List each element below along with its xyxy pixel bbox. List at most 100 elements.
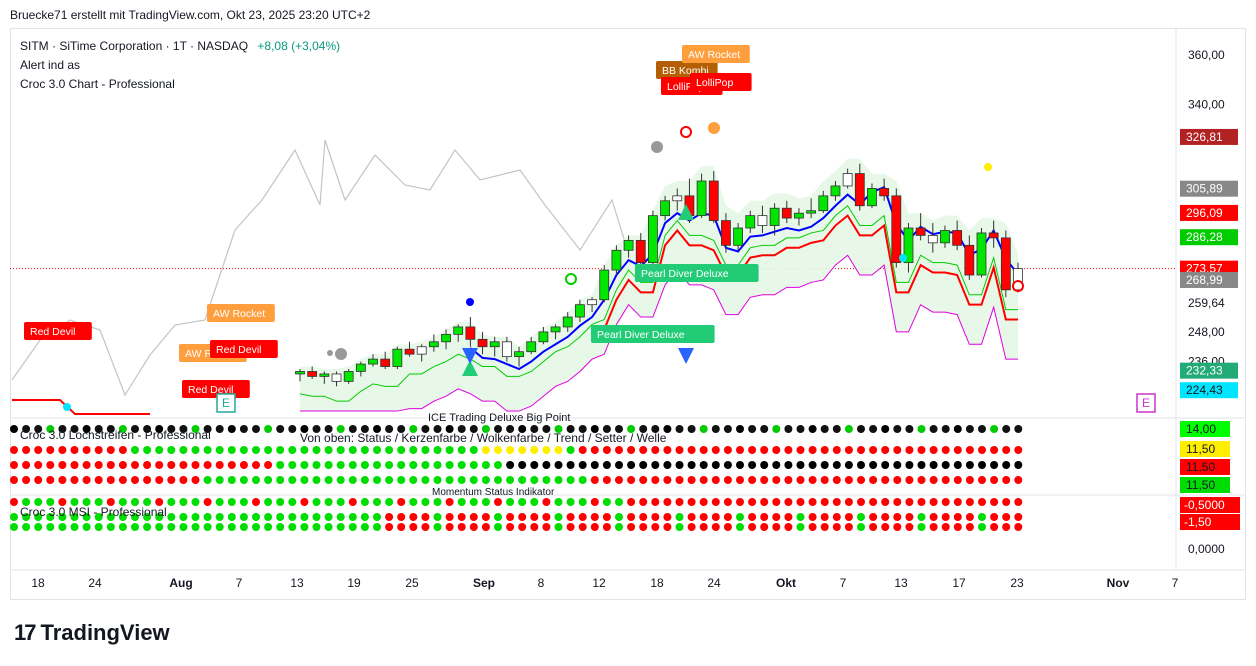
- pane2-dot: [687, 425, 696, 433]
- pane2-dot: [566, 425, 575, 433]
- pane3-dot: [34, 498, 43, 506]
- pane3-dot: [893, 513, 902, 521]
- pane2-dot: [10, 461, 18, 469]
- candle-body: [976, 232, 987, 276]
- pane3-dot: [227, 523, 236, 531]
- pane3-dot: [324, 513, 333, 521]
- pane3-dot: [881, 498, 890, 506]
- pane2-dot: [1002, 461, 1011, 469]
- pane3-dot: [978, 523, 986, 531]
- pane2-dot: [627, 461, 636, 469]
- pane2-dot: [385, 476, 394, 484]
- pane2-dot: [457, 425, 466, 433]
- pane2-dot: [288, 425, 297, 433]
- pane3-dot: [227, 513, 236, 521]
- pane2-dot: [336, 446, 345, 454]
- pane2-dot: [409, 446, 418, 454]
- pane2-dot: [675, 446, 684, 454]
- symbol-legend[interactable]: SITM · SiTime Corporation · 1T · NASDAQ …: [20, 39, 340, 53]
- pane2-dot: [723, 425, 732, 433]
- pane3-dot: [953, 498, 962, 506]
- pane2-dot: [22, 461, 31, 469]
- pane3-dot: [373, 498, 381, 506]
- pane2-dot: [46, 476, 55, 484]
- pane2-dot: [300, 425, 309, 433]
- pane2-dot: [857, 476, 865, 484]
- pane2-dot: [131, 446, 139, 454]
- pane2-dot: [155, 461, 164, 469]
- price-label: 296,09: [1186, 206, 1223, 220]
- signal-triangle: [462, 360, 478, 376]
- pane2-dot: [905, 446, 914, 454]
- pane2-dot: [530, 476, 539, 484]
- signal-label: Red Devil: [216, 344, 262, 356]
- pane2-dot: [506, 425, 515, 433]
- pane2-dot: [542, 446, 551, 454]
- candle-body: [465, 326, 476, 340]
- pane2-dot: [590, 476, 599, 484]
- candle-body: [477, 338, 488, 348]
- pane3-dot: [530, 523, 539, 531]
- pane3-axis-label: -0,5000: [1184, 498, 1225, 512]
- candle-body: [794, 212, 804, 219]
- pane2-dot: [397, 425, 406, 433]
- pane2-dot: [239, 461, 248, 469]
- pane3-dot: [58, 513, 67, 521]
- pane2-dot: [58, 461, 67, 469]
- indicator-legend-1[interactable]: Alert ind as: [20, 58, 81, 72]
- pane3-dot: [360, 523, 369, 531]
- pane2-dot: [348, 476, 357, 484]
- price-label: 248,00: [1188, 325, 1225, 339]
- pane2-dot: [1014, 461, 1023, 469]
- pane2-dot: [94, 476, 103, 484]
- pane2-dot: [748, 446, 757, 454]
- candle-body: [355, 363, 366, 372]
- x-tick-label: 7: [1172, 576, 1179, 590]
- pane2-dot: [445, 461, 454, 469]
- pane2-dot: [723, 476, 732, 484]
- pane2-dot: [469, 476, 478, 484]
- pane2-dot: [191, 461, 200, 469]
- candle-body: [380, 358, 391, 367]
- pane3-dot: [494, 523, 502, 531]
- price-label-bg: [1180, 362, 1238, 379]
- pane2-dot: [227, 461, 236, 469]
- pane3-dot: [179, 523, 188, 531]
- pane2-dot: [1002, 476, 1011, 484]
- candle-body: [441, 333, 451, 343]
- pane3-dot: [711, 523, 720, 531]
- pane2-dot: [1002, 446, 1011, 454]
- price-label: 268,99: [1186, 273, 1223, 287]
- pane3-dot: [518, 523, 527, 531]
- pane2-dot: [469, 461, 478, 469]
- pane2-dot: [699, 425, 708, 433]
- pane2-dot: [506, 461, 515, 469]
- pane2-dot: [554, 425, 563, 433]
- pane3-dot: [191, 513, 200, 521]
- pane3-dot: [1002, 523, 1011, 531]
- pane2-dot: [651, 425, 660, 433]
- pane2-dot: [796, 425, 805, 433]
- signal-label: LolliPop: [696, 77, 734, 89]
- pane2-dot: [312, 425, 321, 433]
- pane2-dot: [155, 425, 164, 433]
- pane3-dot: [336, 523, 345, 531]
- pane3-dot: [264, 498, 273, 506]
- trailing-line-left: [12, 399, 150, 415]
- indicator-legend-2[interactable]: Croc 3.0 Chart - Professional: [20, 77, 175, 91]
- pane2-dot: [639, 446, 648, 454]
- pane2-dot: [1014, 446, 1023, 454]
- pane3-dot: [772, 523, 781, 531]
- pane2-dot: [736, 446, 744, 454]
- pane3-dot: [22, 498, 31, 506]
- pane3-dot: [554, 513, 563, 521]
- pane2-dot: [663, 461, 672, 469]
- signal-dot: [651, 141, 663, 153]
- pane2-dot: [167, 446, 176, 454]
- candle-body: [806, 210, 817, 214]
- pane3-dot: [639, 523, 648, 531]
- pane2-dot: [832, 476, 841, 484]
- pane3-dot: [348, 513, 357, 521]
- pane2-dot: [300, 461, 309, 469]
